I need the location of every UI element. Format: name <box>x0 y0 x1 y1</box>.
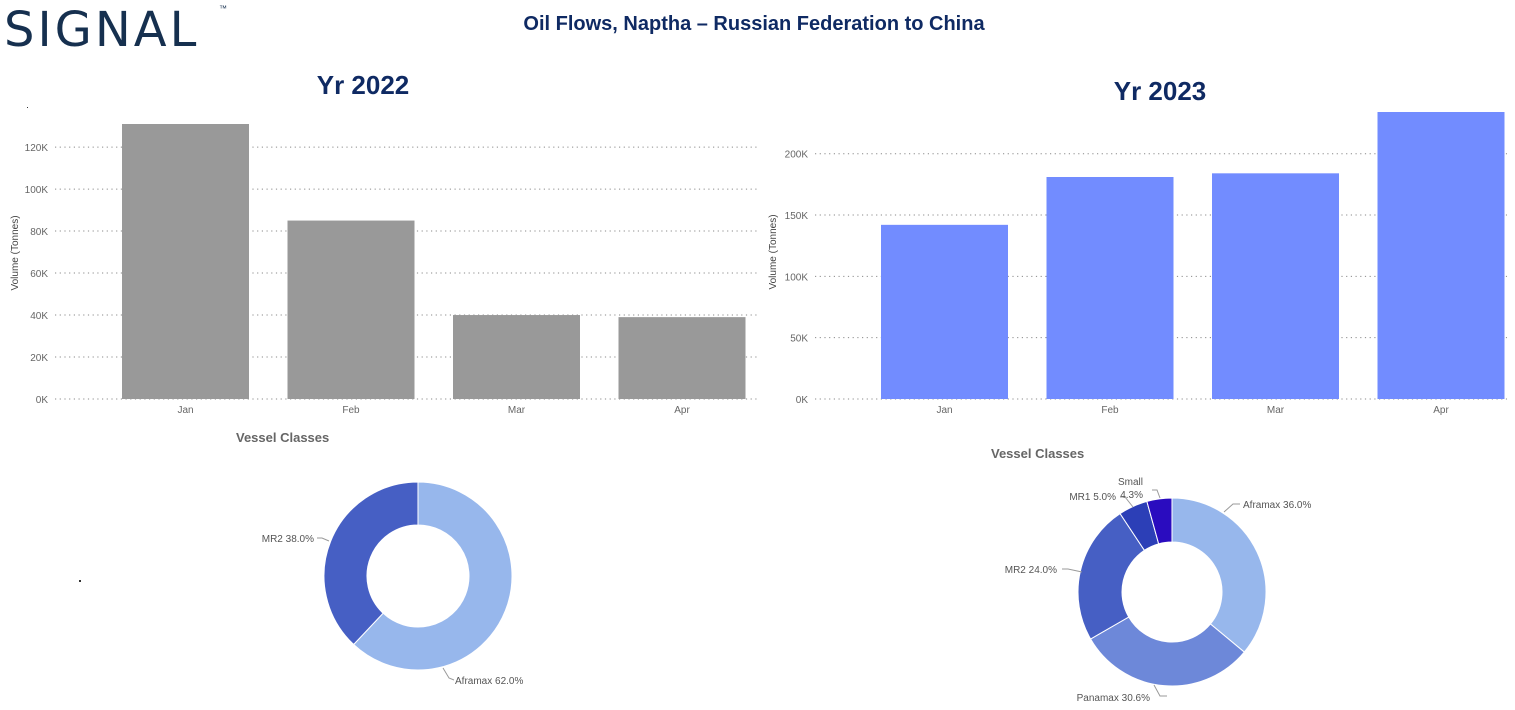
bar-mar <box>453 315 580 399</box>
brand-trademark: ™ <box>219 4 227 13</box>
y-tick-label: 100K <box>785 272 809 283</box>
y-tick-label: 0K <box>36 395 49 406</box>
y-tick-label: 200K <box>785 150 809 161</box>
leader-line <box>1120 496 1134 508</box>
y-tick-label: 60K <box>30 269 48 280</box>
slice-small <box>1146 497 1173 545</box>
y-tick-label: 40K <box>30 311 48 322</box>
y-tick-label: 100K <box>25 185 49 196</box>
leader-line <box>1153 684 1167 697</box>
slice-aframax <box>352 481 513 671</box>
bar-apr <box>618 317 746 399</box>
slice-mr1 <box>1119 500 1160 552</box>
leader-line <box>1152 489 1161 499</box>
leader-line <box>1223 503 1240 513</box>
donut-title-2023: Vessel Classes <box>991 446 1085 461</box>
slice-aframax <box>1171 497 1267 653</box>
slice-mr2 <box>323 481 419 646</box>
slice-name-label: Small <box>1118 477 1143 488</box>
chart-title-2023: Yr 2023 <box>1113 76 1207 106</box>
x-tick-label: Mar <box>508 405 526 416</box>
leader-line <box>442 667 455 681</box>
x-tick-label: Apr <box>674 405 690 416</box>
y-axis-label: Volume (Tonnes) <box>10 215 21 290</box>
x-tick-label: Jan <box>177 405 193 416</box>
bar-jan <box>881 224 1008 399</box>
slice-mr2 <box>1077 512 1146 640</box>
slice-label: 4.3% <box>1120 490 1143 501</box>
y-axis-label: Volume (Tonnes) <box>768 214 779 289</box>
slice-label: MR1 5.0% <box>1069 492 1116 503</box>
leader-line <box>1062 568 1083 573</box>
brand-logo: SIGNAL <box>4 2 200 58</box>
bar-jan <box>122 124 249 399</box>
report-title: Oil Flows, Naptha – Russian Federation t… <box>523 13 985 35</box>
y-tick-label: 150K <box>785 211 809 222</box>
slice-label: MR2 38.0% <box>262 534 314 545</box>
x-tick-label: Feb <box>1101 405 1119 416</box>
slice-label: Panamax 30.6% <box>1077 693 1150 704</box>
y-tick-label: 0K <box>796 395 809 406</box>
x-tick-label: Jan <box>936 405 952 416</box>
y-tick-label: 50K <box>790 334 808 345</box>
y-tick-label: 120K <box>25 143 49 154</box>
x-tick-label: Feb <box>342 405 360 416</box>
artifact-dot <box>79 580 81 582</box>
slice-label: Aframax 62.0% <box>455 676 523 687</box>
bar-mar <box>1212 173 1339 399</box>
y-tick-label: 20K <box>30 353 48 364</box>
x-tick-label: Mar <box>1267 405 1285 416</box>
bar-apr <box>1377 112 1505 399</box>
leader-line <box>317 537 330 542</box>
y-tick-label: 80K <box>30 227 48 238</box>
chart-title-2022: Yr 2022 <box>316 70 410 100</box>
x-tick-label: Apr <box>1433 405 1449 416</box>
bar-feb <box>1046 177 1174 399</box>
bar-feb <box>287 220 415 399</box>
artifact-dot <box>27 107 28 108</box>
donut-title-2022: Vessel Classes <box>236 430 330 445</box>
slice-label: Aframax 36.0% <box>1243 500 1311 511</box>
slice-label: MR2 24.0% <box>1005 565 1057 576</box>
slice-panamax <box>1089 616 1245 687</box>
